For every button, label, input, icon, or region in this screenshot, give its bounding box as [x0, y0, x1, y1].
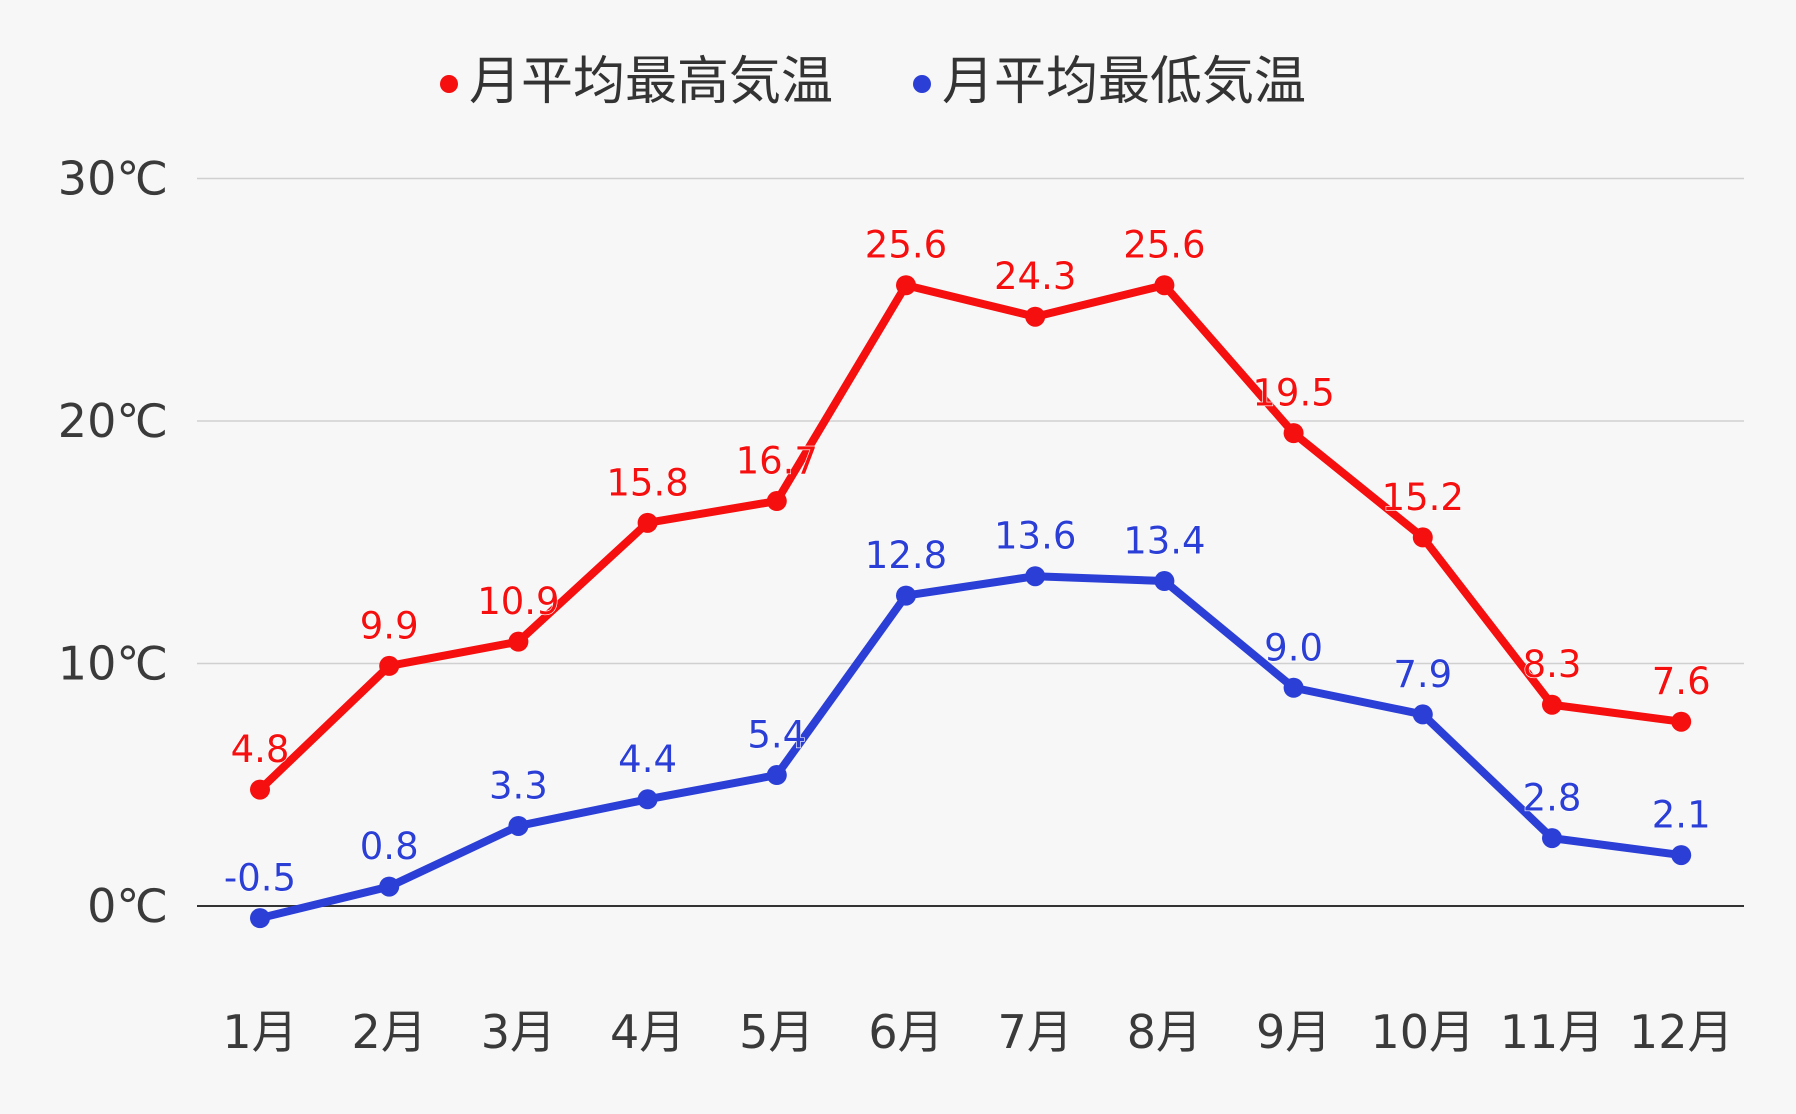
data-point	[1412, 527, 1433, 548]
data-label: 10.9	[477, 580, 559, 623]
data-point	[508, 815, 529, 836]
x-tick-label: 4月	[610, 1005, 685, 1059]
legend-item: 月平均最高気温	[440, 52, 833, 112]
data-label: 9.9	[360, 604, 419, 647]
data-label: 12.8	[865, 534, 947, 577]
data-label: 25.6	[865, 224, 947, 267]
data-label: 2.8	[1523, 777, 1582, 820]
x-tick-label: 10月	[1371, 1005, 1476, 1059]
data-point	[1542, 828, 1562, 849]
y-tick-label: 0℃	[87, 879, 168, 933]
data-label: -0.5	[224, 857, 296, 900]
legend-marker	[913, 75, 931, 93]
data-point	[637, 789, 658, 810]
data-label: 13.6	[994, 515, 1076, 558]
x-axis-tick-labels: 1月 2月 3月 4月 5月 6月 7月 8月 9月 10月 11月 12月	[222, 1005, 1733, 1059]
data-label: 15.2	[1382, 476, 1464, 519]
data-label: 4.8	[231, 728, 290, 771]
data-point	[1671, 845, 1692, 866]
legend-label: 月平均最低気温	[942, 52, 1306, 112]
data-point	[1025, 566, 1046, 587]
data-label: 2.1	[1652, 794, 1711, 837]
data-label: 9.0	[1264, 626, 1323, 669]
legend: 月平均最高気温 月平均最低気温	[440, 52, 1306, 112]
data-label: 15.8	[606, 461, 688, 504]
data-point	[1154, 275, 1175, 296]
data-label: 13.4	[1123, 520, 1205, 563]
data-label: 5.4	[747, 714, 806, 757]
data-point	[1412, 704, 1433, 725]
x-tick-label: 7月	[998, 1005, 1073, 1059]
series-line	[256, 572, 1686, 923]
legend-item: 月平均最低気温	[913, 52, 1306, 112]
series-max-temp: 4.8 9.9 10.9 15.8 16.7 25.6 24.3 25.6 19.5 15.2 8.…	[230, 223, 1711, 800]
y-axis-tick-labels: 0℃ 10℃ 20℃ 30℃	[58, 152, 168, 934]
data-point	[896, 585, 916, 606]
data-label: 3.3	[489, 764, 548, 807]
x-tick-label: 9月	[1256, 1005, 1331, 1059]
series-min-temp: -0.5 0.8 3.3 4.4 5.4 12.8 13.6 13.4 9.0 7.9 2.8 2.1	[223, 514, 1711, 929]
data-point	[379, 655, 400, 676]
data-point	[1283, 677, 1304, 698]
data-point	[250, 908, 270, 929]
data-label: 0.8	[360, 825, 419, 868]
x-tick-label: 3月	[481, 1005, 556, 1059]
grid-lines	[197, 177, 1744, 907]
x-tick-label: 6月	[868, 1005, 943, 1059]
data-point	[1671, 711, 1692, 732]
legend-label: 月平均最高気温	[469, 52, 833, 112]
legend-marker	[440, 75, 458, 93]
x-tick-label: 2月	[352, 1005, 427, 1059]
series-line	[256, 281, 1686, 794]
data-label: 7.6	[1652, 660, 1711, 703]
data-point	[1154, 571, 1175, 592]
data-label: 7.9	[1393, 653, 1452, 696]
y-tick-label: 30℃	[58, 152, 168, 206]
data-label: 19.5	[1252, 372, 1334, 415]
x-tick-label: 11月	[1500, 1005, 1605, 1059]
data-point	[896, 275, 916, 296]
data-label: 24.3	[994, 255, 1076, 298]
data-point	[766, 491, 787, 512]
x-tick-label: 5月	[739, 1005, 814, 1059]
data-point	[1283, 423, 1304, 444]
data-point	[250, 779, 270, 800]
data-point	[637, 512, 658, 533]
data-label: 8.3	[1523, 643, 1582, 686]
y-tick-label: 10℃	[58, 637, 168, 691]
data-point	[508, 631, 529, 652]
data-point	[1542, 694, 1562, 715]
data-point	[766, 765, 787, 786]
y-tick-label: 20℃	[58, 394, 168, 448]
x-tick-label: 1月	[222, 1005, 297, 1059]
data-point	[379, 876, 400, 897]
x-tick-label: 8月	[1127, 1005, 1202, 1059]
data-label: 16.7	[736, 440, 818, 483]
data-label: 25.6	[1123, 224, 1205, 267]
data-point	[1025, 306, 1046, 327]
x-tick-label: 12月	[1629, 1005, 1734, 1059]
data-label: 4.4	[618, 738, 677, 781]
